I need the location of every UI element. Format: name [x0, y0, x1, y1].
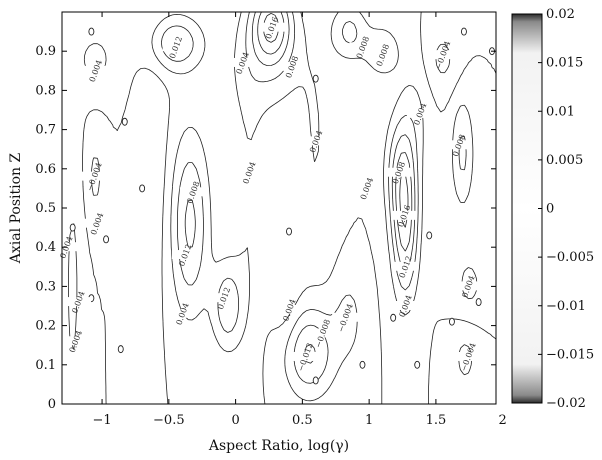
zero-level-marker	[103, 235, 110, 244]
x-tick-label: 2	[499, 413, 507, 428]
contour-label-bg	[83, 218, 110, 228]
contour-line	[82, 12, 496, 404]
contour-label-bg	[62, 336, 89, 346]
colorbar-tick-label: −0.005	[546, 250, 594, 265]
contour-label-bg	[235, 167, 262, 177]
contour-label-bg	[210, 293, 237, 303]
y-tick-label: 0.4	[35, 240, 56, 255]
y-tick-label: 0.8	[35, 83, 56, 98]
y-tick-label: 0.5	[35, 201, 56, 216]
y-tick-label: 0.1	[35, 358, 56, 373]
y-axis-ticks: 0 0.1 0.2 0.3 0.4 0.5 0.6 0.7 0.8 0.9	[35, 44, 496, 412]
contour-line	[91, 43, 472, 402]
x-tick-label: 0	[231, 413, 239, 428]
colorbar-tick-label: 0.01	[546, 104, 575, 119]
zero-level-marker	[390, 313, 397, 322]
y-tick-label: 0.3	[35, 279, 56, 294]
colorbar-ticks: 0.02 0.015 0.01 0.005 0 −0.005 −0.01 −0.015 −0.0…	[538, 7, 594, 411]
contour-line	[161, 12, 467, 333]
contour-label-bg	[81, 171, 108, 181]
x-tick-label: 1.5	[426, 413, 447, 428]
contour-label-bg	[353, 183, 380, 193]
zero-level-marker	[359, 360, 366, 369]
contour-label-bg	[385, 167, 412, 177]
contour-label-bg	[278, 61, 305, 71]
y-tick-label: 0	[48, 397, 56, 412]
contour-label-bg	[292, 351, 319, 361]
contour-label-bg	[429, 50, 456, 60]
zero-level-marker	[117, 345, 124, 354]
contour-label-bg	[406, 108, 433, 118]
zero-level-marker	[475, 298, 482, 307]
colorbar-tick-label: 0	[546, 202, 554, 217]
zero-level-marker	[426, 231, 433, 240]
x-tick-label: 1	[365, 413, 373, 428]
x-axis-ticks: −1 −0.5 0 0.5 1 1.5 2	[92, 12, 507, 428]
y-tick-label: 0.6	[35, 162, 56, 177]
contour-label-bg	[309, 328, 336, 338]
contour-label-bg	[169, 308, 196, 318]
contour-label-bg	[162, 42, 189, 52]
contour-label-bg	[179, 187, 206, 197]
contour-label-bg	[349, 42, 376, 52]
zero-level-marker	[139, 184, 146, 193]
colorbar-tick-label: 0.02	[546, 7, 575, 22]
contour-label-bg	[454, 351, 481, 361]
contour-label-bg	[392, 261, 419, 271]
contour-label-bg	[82, 65, 109, 75]
contour-label-bg	[276, 304, 303, 314]
colorbar-tick-label: 0.005	[546, 153, 583, 168]
x-tick-label: −0.5	[153, 413, 185, 428]
contour-label-bg	[369, 50, 396, 60]
contour-label-bg	[445, 140, 472, 150]
zero-level-marker	[448, 317, 455, 326]
colorbar-tick-label: −0.02	[546, 396, 586, 411]
colorbar-tick-label: −0.01	[546, 299, 586, 314]
zero-level-marker	[69, 223, 76, 232]
contour-zero-markers	[69, 27, 495, 385]
x-axis-label: Aspect Ratio, log(γ)	[208, 438, 349, 454]
contour-label-bg	[390, 210, 417, 220]
y-tick-label: 0.7	[35, 123, 56, 138]
contour-label-bg	[258, 22, 285, 32]
contour-label-bg	[229, 57, 256, 67]
colorbar	[511, 13, 543, 404]
colorbar-tick-label: 0.015	[546, 56, 583, 71]
contour-label-bg	[302, 136, 329, 146]
contour-label-bg	[454, 281, 481, 291]
contour-label-bg	[65, 297, 92, 307]
zero-level-marker	[121, 117, 128, 126]
zero-level-marker	[312, 376, 319, 385]
contour-label-bg	[171, 250, 198, 260]
colorbar-tick-label: −0.015	[546, 347, 594, 362]
y-tick-label: 0.2	[35, 319, 56, 334]
x-tick-label: −1	[92, 413, 111, 428]
zero-level-marker	[286, 227, 292, 236]
x-tick-label: 0.5	[292, 413, 313, 428]
zero-level-marker	[312, 74, 319, 83]
y-tick-label: 0.9	[35, 44, 56, 59]
contour-label-bg	[392, 301, 419, 310]
y-axis-label: Axial Position Z	[8, 153, 24, 265]
zero-level-marker	[88, 27, 95, 36]
contour-line	[68, 12, 478, 353]
zero-level-marker	[461, 27, 467, 36]
contour-label-bg	[332, 312, 359, 322]
zero-level-marker	[414, 360, 421, 369]
